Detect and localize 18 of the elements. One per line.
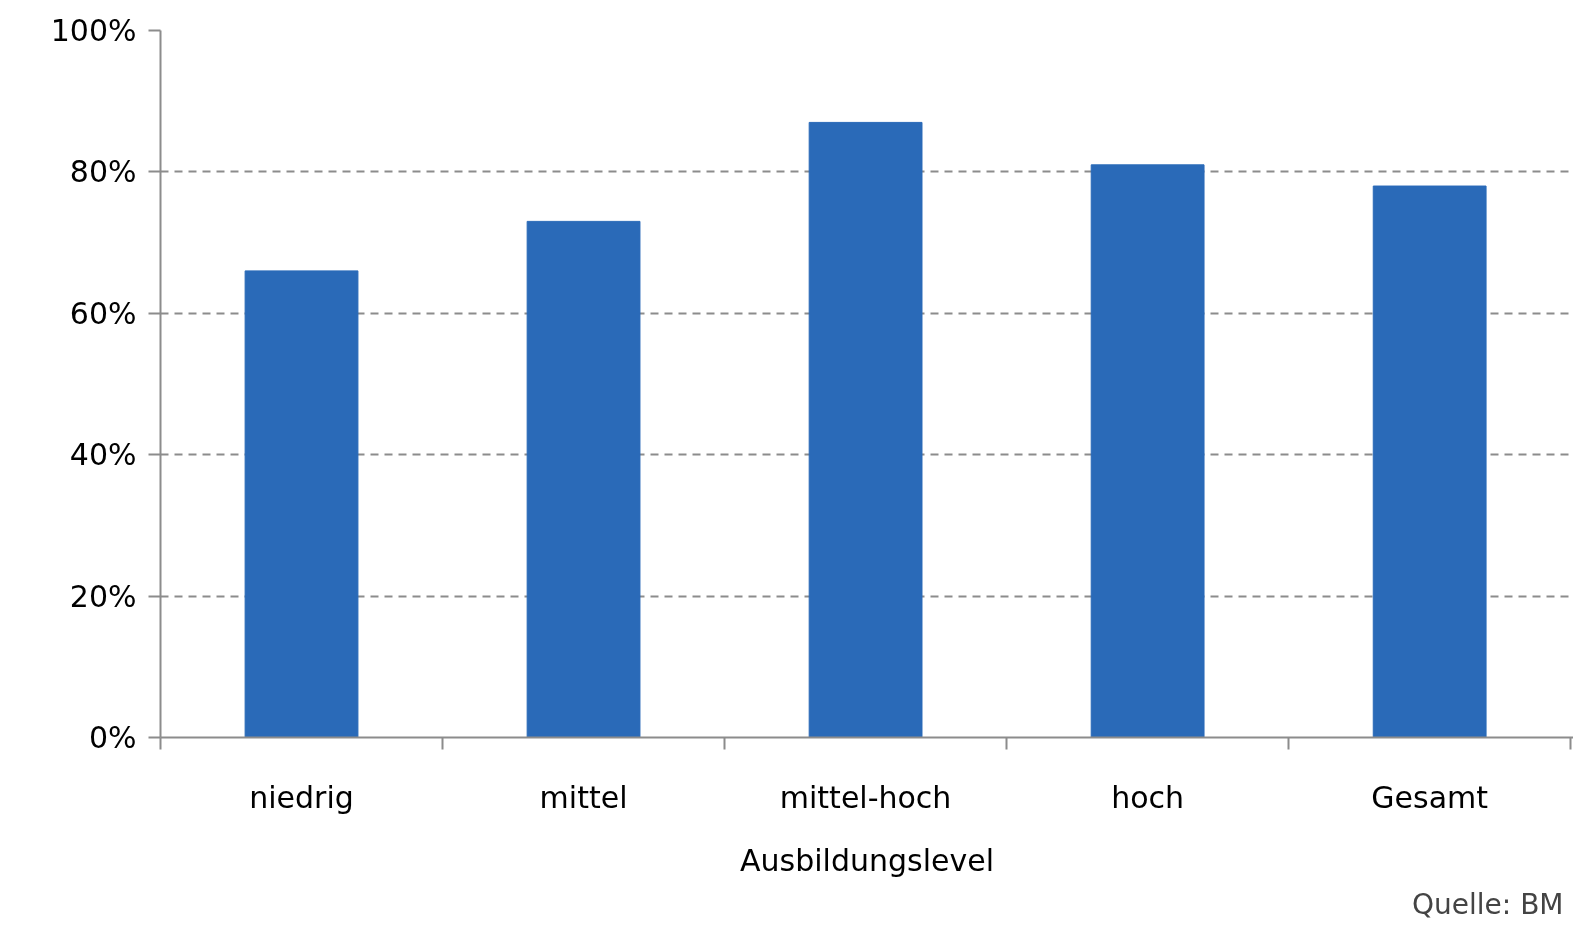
x-tick-label: niedrig xyxy=(249,779,354,815)
y-tick-label: 40% xyxy=(69,437,137,473)
x-tick-label: mittel xyxy=(539,779,628,815)
y-tick-label: 80% xyxy=(69,154,137,190)
x-axis-title: Ausbildungslevel xyxy=(740,842,994,878)
bar xyxy=(244,270,359,738)
bar xyxy=(808,121,923,738)
x-tick-label: Gesamt xyxy=(1371,779,1489,815)
bar xyxy=(526,220,641,738)
x-tick-label: hoch xyxy=(1111,779,1185,815)
y-tick-label: 100% xyxy=(50,13,137,48)
y-tick-label: 60% xyxy=(69,295,137,331)
bar xyxy=(1372,185,1487,738)
bar xyxy=(1090,164,1205,738)
y-tick-label: 0% xyxy=(88,720,137,755)
x-tick-label: mittel-hoch xyxy=(779,779,952,815)
y-tick-label: 20% xyxy=(69,578,137,614)
source-note: Quelle: BM xyxy=(1412,887,1564,921)
